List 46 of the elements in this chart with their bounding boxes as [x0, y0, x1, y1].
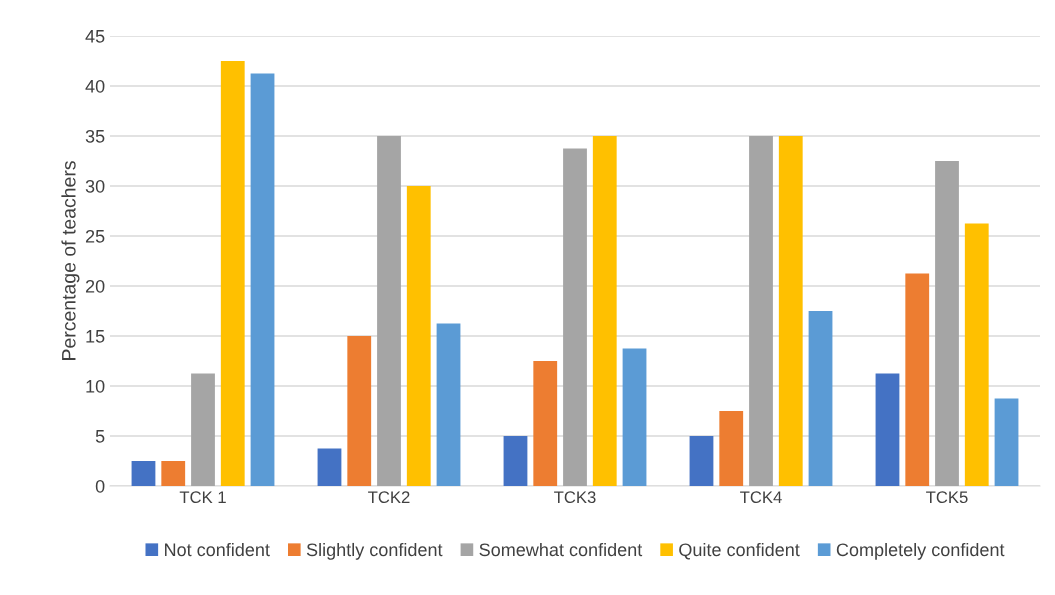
bar	[622, 348, 647, 486]
bar	[406, 186, 431, 486]
y-tick-label: 45	[85, 30, 105, 43]
bar	[220, 61, 245, 486]
bar	[436, 323, 461, 486]
bar	[250, 73, 275, 486]
bar	[808, 311, 833, 486]
y-tick-label: 0	[95, 479, 105, 493]
x-tick-label: TCK2	[368, 491, 410, 504]
bar	[749, 136, 773, 486]
y-tick-label: 10	[86, 379, 105, 393]
y-tick-label: 30	[85, 179, 105, 193]
legend-label: Quite confident	[679, 542, 800, 560]
legend-label: Somewhat confident	[479, 542, 643, 557]
bar	[778, 136, 803, 486]
x-tick-label: TCK5	[926, 491, 968, 504]
legend-label: Completely confident	[836, 542, 1005, 560]
y-axis-title: Percentage of teachers	[61, 161, 80, 360]
bar	[563, 148, 587, 486]
bar	[689, 436, 714, 486]
bar	[377, 136, 401, 486]
legend-label: Slightly confident	[306, 542, 443, 560]
x-tick-label: TCK3	[554, 491, 596, 504]
bar	[347, 336, 372, 486]
bar	[533, 361, 558, 486]
bar	[905, 273, 930, 486]
y-tick-label: 15	[86, 330, 105, 343]
y-tick-label: 25	[85, 229, 105, 243]
bar	[131, 461, 156, 486]
bar	[161, 461, 186, 486]
bar	[935, 161, 959, 486]
bar	[964, 223, 989, 486]
y-tick-label: 40	[85, 79, 105, 93]
x-tick-label: TCK 1	[179, 491, 226, 504]
y-tick-label: 20	[85, 279, 105, 293]
y-tick-label: 35	[85, 129, 105, 143]
bar	[592, 136, 617, 486]
bar	[503, 436, 528, 486]
bar	[994, 398, 1019, 486]
bar	[875, 373, 900, 486]
bar	[191, 373, 215, 486]
bar	[317, 448, 342, 486]
bar	[719, 411, 744, 486]
y-tick-label: 5	[95, 430, 105, 443]
x-tick-label: TCK4	[740, 491, 782, 504]
legend-label: Not confident	[165, 542, 270, 557]
